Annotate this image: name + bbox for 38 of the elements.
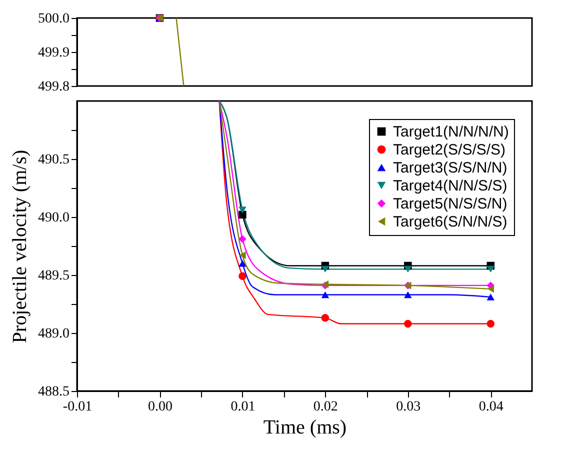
point — [404, 320, 412, 328]
x-tick-label: -0.01 — [62, 400, 92, 414]
y-tick-label: 490.5 — [38, 152, 70, 168]
y-tick-label: 489.0 — [38, 326, 70, 342]
legend-label: Target6(S/N/N/S) — [393, 214, 508, 230]
point — [404, 291, 412, 298]
point — [486, 266, 495, 273]
y-tick-label: 500.0 — [38, 12, 70, 26]
point — [238, 235, 246, 243]
point — [321, 266, 330, 273]
x-axis-title: Time (ms) — [263, 416, 347, 438]
point — [238, 206, 246, 214]
point — [321, 291, 330, 298]
y-tick-label: 490.0 — [38, 210, 70, 226]
legend-label: Target2(S/S/S/S) — [393, 142, 506, 158]
point — [238, 260, 246, 267]
point — [239, 251, 246, 260]
legend-label: Target1(N/N/N/N) — [393, 124, 509, 140]
point — [487, 285, 494, 293]
y-axis-title: Projectile velocity (m/s) — [9, 150, 31, 344]
y-tick-label: 499.8 — [38, 80, 70, 94]
point — [486, 294, 495, 300]
x-tick-label: 0.00 — [148, 400, 172, 414]
legend-label: Target4(N/N/S/S) — [393, 178, 508, 194]
point — [486, 320, 495, 328]
x-tick-label: 0.04 — [478, 400, 504, 414]
x-tick-label: 0.01 — [230, 400, 256, 414]
point — [321, 314, 330, 322]
y-tick-label: 489.5 — [38, 268, 70, 284]
legend-label: Target5(N/S/S/N) — [393, 196, 508, 212]
y-tick-label: 488.5 — [38, 384, 70, 400]
x-tick-label: 0.02 — [313, 400, 338, 414]
legend-label: Target3(S/S/N/N) — [393, 160, 508, 176]
x-tick-label: 0.03 — [396, 400, 421, 414]
point — [404, 266, 412, 273]
point — [238, 272, 246, 280]
y-tick-label: 499.9 — [38, 46, 70, 60]
point — [238, 210, 246, 219]
